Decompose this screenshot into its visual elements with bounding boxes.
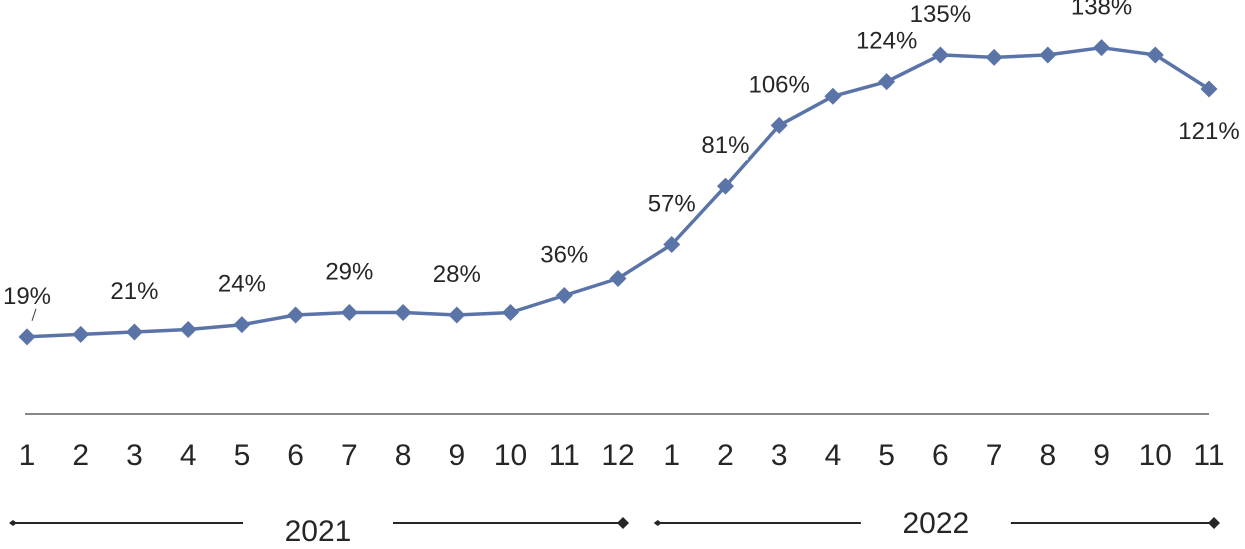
data-label: 29% (325, 259, 373, 286)
x-tick-label: 8 (395, 439, 412, 472)
data-point (1093, 39, 1111, 57)
year-bracket-start-marker (9, 520, 17, 526)
data-point (340, 304, 358, 322)
x-tick-label: 11 (1193, 439, 1224, 472)
x-tick-label: 9 (448, 439, 465, 472)
data-point (233, 316, 251, 334)
data-point (72, 325, 90, 343)
data-point (555, 287, 573, 305)
x-tick-label: 6 (287, 439, 304, 472)
data-point (502, 304, 520, 322)
data-point (878, 73, 896, 91)
data-point (663, 235, 681, 253)
data-label: 21% (110, 278, 158, 305)
x-tick-label: 5 (234, 439, 251, 472)
data-point (179, 321, 197, 339)
data-point (1146, 46, 1164, 64)
year-bracket-end-marker (1208, 517, 1220, 529)
data-label: 36% (540, 242, 588, 269)
data-label: 106% (748, 71, 809, 98)
x-tick-label: 1 (663, 439, 680, 472)
x-tick-label: 6 (932, 439, 949, 472)
data-point (609, 270, 627, 288)
data-label: 81% (701, 132, 749, 159)
x-tick-label: 2 (72, 439, 89, 472)
data-point (770, 116, 788, 134)
data-label: 124% (856, 28, 917, 55)
data-point (931, 46, 949, 64)
data-label: 138% (1071, 0, 1132, 21)
year-bracket-start-marker (653, 520, 662, 526)
year-group-label: 2022 (902, 507, 969, 540)
x-tick-label: 3 (771, 439, 788, 472)
data-point (448, 306, 466, 324)
x-tick-label: 7 (341, 439, 358, 472)
data-label: 121% (1178, 118, 1239, 145)
data-point (394, 304, 412, 322)
x-tick-label: 5 (878, 439, 895, 472)
x-tick-label: 11 (549, 439, 580, 472)
data-label: 135% (910, 1, 971, 28)
series-line (26, 45, 1210, 339)
x-tick-label: 4 (825, 439, 842, 472)
data-point (18, 328, 36, 346)
data-point (1039, 46, 1057, 64)
data-label: 24% (218, 271, 266, 298)
x-tick-label: 9 (1093, 439, 1110, 472)
year-group-label: 2021 (285, 515, 352, 548)
data-point (125, 323, 143, 341)
data-label: 19% (3, 283, 51, 310)
data-label: 28% (433, 261, 481, 288)
data-label: 57% (648, 190, 696, 217)
data-point (824, 87, 842, 105)
data-label-bg (703, 132, 748, 161)
x-tick-label: 7 (986, 439, 1003, 472)
x-tick-label: 4 (180, 439, 197, 472)
data-point (716, 177, 734, 195)
x-tick-label: 3 (126, 439, 143, 472)
data-point (985, 48, 1003, 66)
x-tick-label: 8 (1039, 439, 1056, 472)
data-point (287, 306, 305, 324)
x-tick-label: 2 (717, 439, 734, 472)
x-tick-label: 10 (494, 439, 527, 472)
label-leader-line (31, 308, 37, 321)
data-label-bg (649, 190, 694, 219)
x-tick-label: 1 (19, 439, 36, 472)
data-point (1200, 80, 1218, 98)
x-tick-label: 12 (601, 439, 634, 472)
year-bracket-end-marker (617, 517, 629, 529)
x-tick-label: 10 (1139, 439, 1172, 472)
